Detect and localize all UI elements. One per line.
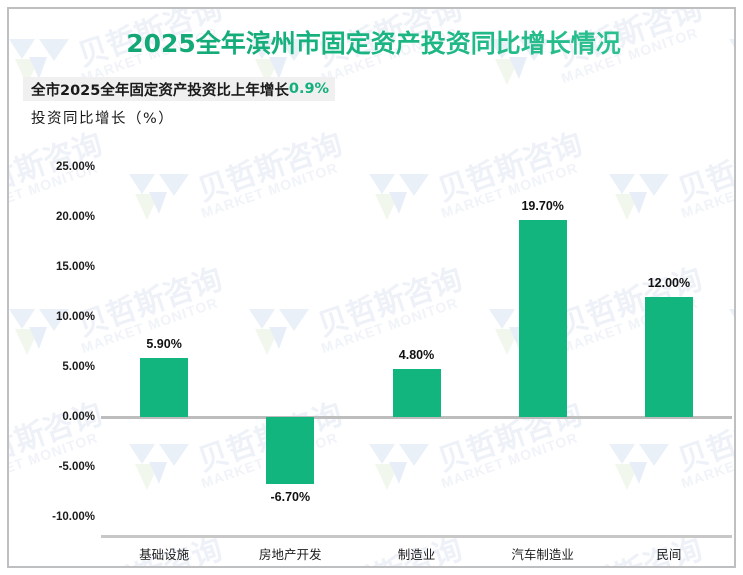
x-axis-tick-label: 民间 xyxy=(656,547,682,562)
bar-value-label: -6.70% xyxy=(270,490,311,504)
bar-value-label: 5.90% xyxy=(146,337,182,351)
y-axis-caption: 投资同比增长（%） xyxy=(31,111,175,127)
bar[interactable] xyxy=(392,369,441,417)
x-axis-tick-label: 基础设施 xyxy=(139,547,190,562)
chart-title: 2025全年滨州市固定资产投资同比增长情况 xyxy=(9,27,734,61)
x-axis-line xyxy=(101,535,732,538)
y-axis-tick-label: 10.00% xyxy=(55,311,95,323)
y-axis-tick-label: -5.00% xyxy=(58,461,95,473)
bar-value-label: 4.80% xyxy=(398,348,435,362)
bar[interactable] xyxy=(266,417,315,484)
chart-card: 贝哲斯咨询 MARKET MONITOR 贝哲斯咨询 MARKET MONITOR 贝哲… xyxy=(7,7,736,568)
subtitle-accent-value: 0.9% xyxy=(288,81,330,97)
bar-value-label: 19.70% xyxy=(521,199,564,213)
y-axis-tick-label: 5.00% xyxy=(62,361,95,373)
y-axis-tick-label: 15.00% xyxy=(55,261,95,273)
y-axis-tick-label: 20.00% xyxy=(55,211,95,223)
zero-baseline xyxy=(101,416,732,419)
x-axis-tick-label: 房地产开发 xyxy=(259,547,322,562)
y-axis-tick-label: 25.00% xyxy=(55,161,95,173)
y-axis-tick-label: 0.00% xyxy=(62,411,95,423)
bar[interactable] xyxy=(644,297,693,417)
subtitle-banner: 全市2025全年固定资产投资比上年增长 0.9% xyxy=(23,77,336,101)
bar-value-label: 12.00% xyxy=(647,276,691,290)
x-axis-tick-label: 制造业 xyxy=(397,547,436,562)
bar[interactable] xyxy=(518,220,567,417)
bar[interactable] xyxy=(140,358,189,417)
x-axis-tick-label: 汽车制造业 xyxy=(511,547,574,562)
subtitle-text: 全市2025全年固定资产投资比上年增长 xyxy=(31,82,289,99)
y-axis-tick-label: -10.00% xyxy=(52,511,95,523)
